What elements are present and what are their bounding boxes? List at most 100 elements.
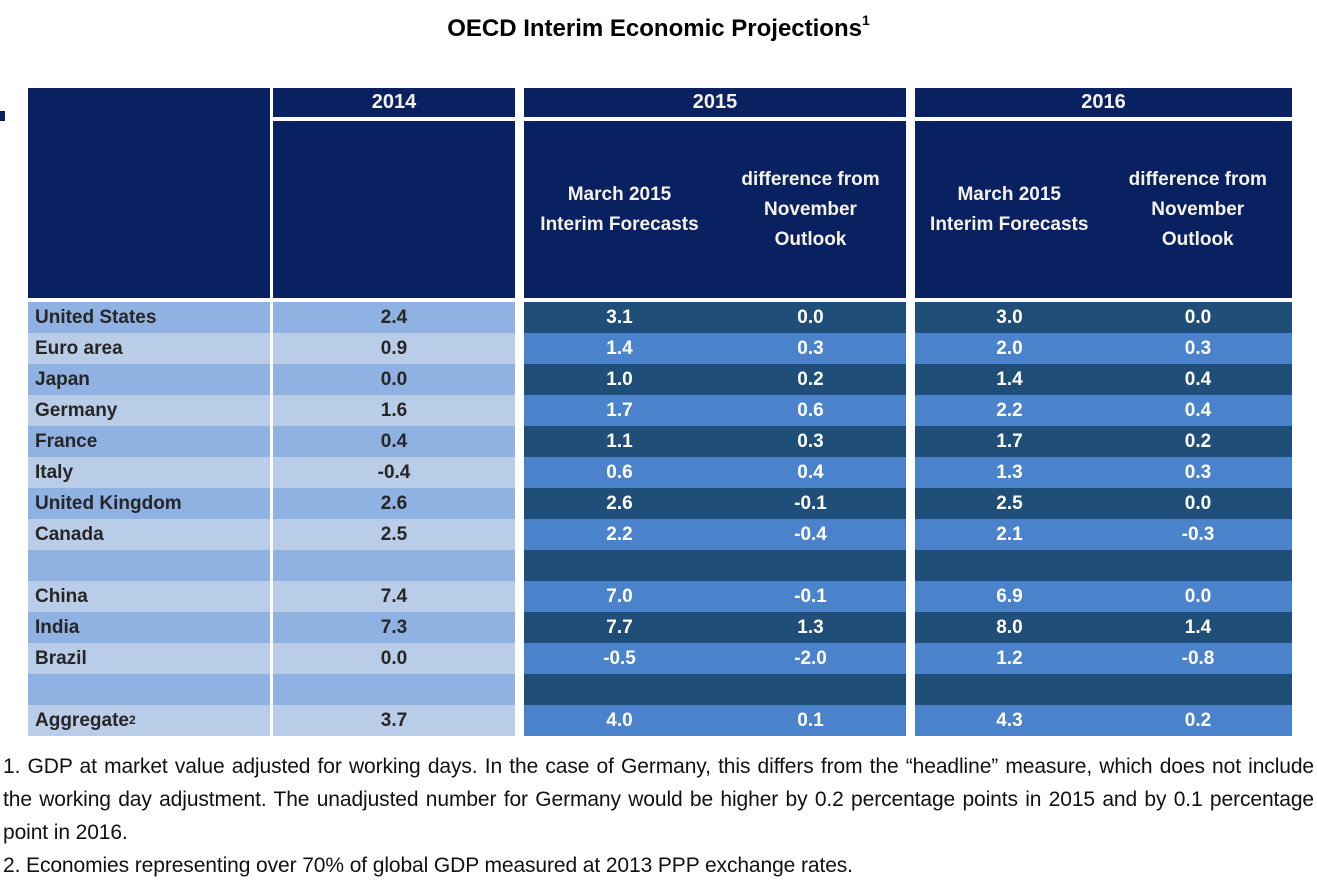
value-cell-2015-difference: 0.6 — [715, 395, 906, 426]
value-cell-2016-forecast: 3.0 — [915, 302, 1104, 333]
row-label-cell: Euro area — [28, 333, 270, 364]
value-cell-2014: 2.5 — [273, 519, 515, 550]
value-cell-2016-forecast — [915, 550, 1104, 581]
value-cell-2015-difference: -0.1 — [715, 488, 906, 519]
row-label-cell: Italy — [28, 457, 270, 488]
value-cell-2016-difference — [1104, 550, 1292, 581]
value-cell-2014: 7.3 — [273, 612, 515, 643]
value-cell-2016-difference: 1.4 — [1104, 612, 1292, 643]
subheader-2015-difference: difference from November Outlook — [741, 168, 880, 250]
value-cell-2016-forecast: 1.3 — [915, 457, 1104, 488]
value-cell-2016-forecast: 2.5 — [915, 488, 1104, 519]
value-cell-2015-difference: -0.1 — [715, 581, 906, 612]
value-cell-2016-difference: 0.2 — [1104, 705, 1292, 736]
value-cell-2016-forecast: 2.1 — [915, 519, 1104, 550]
value-cell-2016-forecast: 1.2 — [915, 643, 1104, 674]
value-cell-2016-difference — [1104, 674, 1292, 705]
row-label-footnote-marker: 2 — [128, 712, 136, 727]
value-cell-2016-forecast: 6.9 — [915, 581, 1104, 612]
value-cell-2015-forecast: 1.7 — [524, 395, 715, 426]
value-cell-2014: -0.4 — [273, 457, 515, 488]
value-cell-2016-difference: 0.4 — [1104, 364, 1292, 395]
value-cell-2015-forecast: 1.1 — [524, 426, 715, 457]
value-cell-2014 — [273, 674, 515, 705]
value-cell-2014: 7.4 — [273, 581, 515, 612]
row-label-text: Aggregate — [35, 709, 129, 731]
row-label-text: Euro area — [35, 337, 123, 359]
value-cell-2015-difference: 0.3 — [715, 333, 906, 364]
page-title-text: OECD Interim Economic Projections — [447, 15, 862, 42]
row-label-cell: Brazil — [28, 643, 270, 674]
row-label-cell: Canada — [28, 519, 270, 550]
value-cell-2014: 0.9 — [273, 333, 515, 364]
value-cell-2015-difference: 0.1 — [715, 705, 906, 736]
row-label-text: United Kingdom — [35, 492, 182, 514]
footnote-1: 1. GDP at market value adjusted for work… — [3, 755, 1314, 844]
value-cell-2016-difference: 0.0 — [1104, 581, 1292, 612]
value-cell-2016-difference: 0.3 — [1104, 457, 1292, 488]
value-cell-2016-forecast: 4.3 — [915, 705, 1104, 736]
value-cell-2015-forecast: 2.2 — [524, 519, 715, 550]
value-cell-2015-forecast: 7.7 — [524, 612, 715, 643]
row-label-text: Italy — [35, 461, 74, 483]
row-label-cell: Aggregate 2 — [28, 705, 270, 736]
value-cell-2014: 1.6 — [273, 395, 515, 426]
value-cell-2016-forecast: 2.0 — [915, 333, 1104, 364]
value-cell-2016-difference: 0.0 — [1104, 302, 1292, 333]
row-label-text: India — [35, 616, 80, 638]
row-label-cell: India — [28, 612, 270, 643]
column-header-2014: 2014 — [273, 88, 515, 117]
projections-table: 2014 2015 2016 March 2015 Interim Foreca… — [28, 88, 1292, 736]
subheader-2016: March 2015 Interim Forecasts difference … — [915, 121, 1292, 298]
value-cell-2014: 2.4 — [273, 302, 515, 333]
row-label-cell — [28, 550, 270, 581]
value-cell-2014 — [273, 550, 515, 581]
row-label-text: France — [35, 430, 98, 452]
value-cell-2016-difference: 0.3 — [1104, 333, 1292, 364]
value-cell-2016-forecast: 2.2 — [915, 395, 1104, 426]
subheader-2016-difference: difference from November Outlook — [1128, 168, 1267, 250]
row-label-cell: United Kingdom — [28, 488, 270, 519]
value-cell-2015-forecast — [524, 550, 715, 581]
column-header-2016: 2016 — [915, 88, 1292, 117]
value-cell-2015-forecast: 4.0 — [524, 705, 715, 736]
value-cell-2016-forecast: 1.7 — [915, 426, 1104, 457]
value-cell-2014: 0.4 — [273, 426, 515, 457]
subheader-2015-forecasts: March 2015 Interim Forecasts — [540, 183, 699, 235]
row-label-cell: France — [28, 426, 270, 457]
value-cell-2016-difference: -0.3 — [1104, 519, 1292, 550]
value-cell-2016-difference: 0.2 — [1104, 426, 1292, 457]
row-label-text: Germany — [35, 399, 118, 421]
row-label-cell: China — [28, 581, 270, 612]
subheader-2015: March 2015 Interim Forecasts difference … — [524, 121, 906, 298]
value-cell-2015-forecast: 0.6 — [524, 457, 715, 488]
column-header-2015: 2015 — [524, 88, 906, 117]
value-cell-2014: 0.0 — [273, 364, 515, 395]
stray-mark — [0, 111, 5, 121]
page-title: OECD Interim Economic Projections1 — [0, 12, 1317, 43]
value-cell-2015-difference: 0.4 — [715, 457, 906, 488]
row-label-text: Brazil — [35, 647, 87, 669]
value-cell-2015-forecast: 1.0 — [524, 364, 715, 395]
value-cell-2015-difference: 0.3 — [715, 426, 906, 457]
row-label-text: Canada — [35, 523, 104, 545]
row-label-cell: Japan — [28, 364, 270, 395]
value-cell-2014: 3.7 — [273, 705, 515, 736]
row-label-text: Japan — [35, 368, 90, 390]
value-cell-2015-difference: -2.0 — [715, 643, 906, 674]
value-cell-2015-difference — [715, 674, 906, 705]
footnotes: 1. GDP at market value adjusted for work… — [3, 750, 1314, 882]
value-cell-2015-difference: 0.0 — [715, 302, 906, 333]
value-cell-2015-forecast: 2.6 — [524, 488, 715, 519]
value-cell-2015-forecast: -0.5 — [524, 643, 715, 674]
value-cell-2016-difference: -0.8 — [1104, 643, 1292, 674]
row-label-text: China — [35, 585, 88, 607]
value-cell-2015-forecast — [524, 674, 715, 705]
subheader-2014-empty — [273, 121, 515, 298]
value-cell-2014: 2.6 — [273, 488, 515, 519]
row-label-cell: United States — [28, 302, 270, 333]
subheader-2016-forecasts: March 2015 Interim Forecasts — [930, 183, 1089, 235]
row-label-header-cell — [28, 88, 270, 298]
value-cell-2015-difference: -0.4 — [715, 519, 906, 550]
value-cell-2015-forecast: 3.1 — [524, 302, 715, 333]
